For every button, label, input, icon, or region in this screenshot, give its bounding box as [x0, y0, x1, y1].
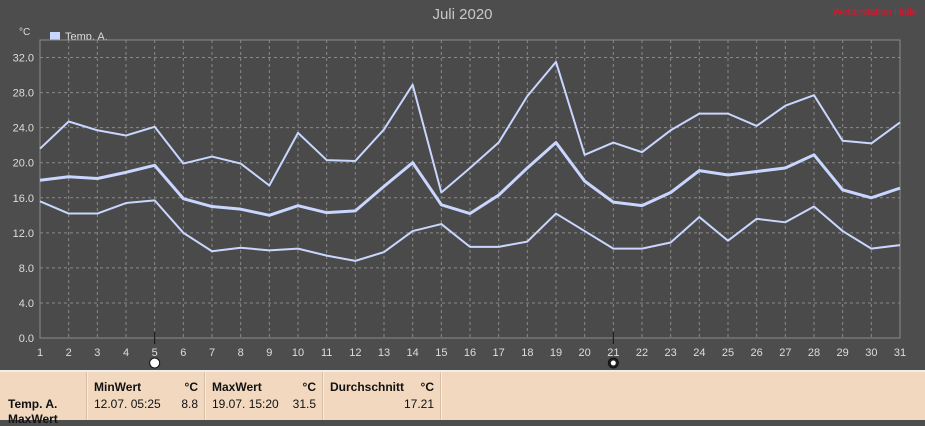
x-tick-label: 19 — [550, 347, 562, 359]
x-tick-label: 20 — [579, 347, 591, 359]
y-tick-label: 20.0 — [13, 158, 34, 170]
x-tick-label: 24 — [693, 347, 705, 359]
stats-min-box: MinWert °C 12.07. 05:25 8.8 — [88, 372, 205, 420]
max-unit: °C — [302, 380, 316, 394]
stats-bar: Temp. A. MaxWert MinWert °C 12.07. 05:25… — [0, 370, 925, 426]
x-tick-label: 21 — [607, 347, 619, 359]
x-tick-label: 13 — [378, 347, 390, 359]
x-tick-label: 28 — [808, 347, 820, 359]
y-tick-label: 8.0 — [19, 263, 34, 275]
x-tick-label: 12 — [349, 347, 361, 359]
chart-area: Juli 2020 Wetterstation Halle °C Temp. A… — [13, 6, 917, 369]
series-line-min — [39, 199, 901, 262]
x-tick-label: 7 — [209, 347, 215, 359]
y-tick-label: 4.0 — [19, 298, 34, 310]
x-tick-label: 2 — [66, 347, 72, 359]
x-tick-label: 9 — [266, 347, 272, 359]
x-tick-label: 10 — [292, 347, 304, 359]
x-tick-label: 14 — [407, 347, 419, 359]
stats-max-box: MaxWert °C 19.07. 15:20 31.5 — [206, 372, 323, 420]
x-tick-label: 11 — [321, 347, 332, 359]
y-tick-label: 24.0 — [13, 123, 34, 135]
y-tick-label: 28.0 — [13, 88, 34, 100]
x-tick-label: 26 — [751, 347, 763, 359]
min-value: 8.8 — [181, 397, 198, 411]
min-header: MinWert — [94, 380, 142, 394]
x-tick-label: 25 — [722, 347, 734, 359]
x-tick-label: 8 — [238, 347, 244, 359]
y-tick-label: 16.0 — [13, 193, 34, 205]
min-datetime: 12.07. 05:25 — [94, 397, 161, 411]
x-tick-label: 31 — [894, 347, 906, 359]
legend-swatch — [50, 32, 60, 42]
stats-empty-area — [442, 372, 925, 420]
x-tick-label: 29 — [837, 347, 849, 359]
x-tick-label: 17 — [493, 347, 505, 359]
series-line-max — [39, 60, 901, 194]
x-tick-label: 16 — [464, 347, 476, 359]
chart-subtitle: Wetterstation Halle — [832, 7, 917, 18]
avg-value: 17.21 — [403, 397, 434, 411]
x-tick-label: 27 — [779, 347, 791, 359]
x-tick-label: 6 — [180, 347, 186, 359]
x-tick-label: 22 — [636, 347, 648, 359]
avg-unit: °C — [420, 380, 434, 394]
x-tick-label: 3 — [94, 347, 100, 359]
avg-header: Durchschnitt — [330, 380, 405, 394]
y-tick-label: 0.0 — [19, 333, 34, 345]
x-tick-label: 23 — [665, 347, 677, 359]
stats-series-name-cut: MaxWert — [8, 412, 58, 426]
y-tick-label: 12.0 — [13, 228, 34, 240]
marker-min-icon — [149, 357, 161, 369]
max-header: MaxWert — [212, 380, 262, 394]
stats-series-box: Temp. A. MaxWert — [0, 372, 87, 426]
x-tick-label: 1 — [37, 347, 43, 359]
x-tick-label: 5 — [152, 347, 158, 359]
chart-title: Juli 2020 — [432, 6, 493, 23]
max-datetime: 19.07. 15:20 — [212, 397, 279, 411]
y-tick-label: 32.0 — [13, 53, 34, 65]
x-tick-label: 18 — [521, 347, 533, 359]
max-value: 31.5 — [292, 397, 316, 411]
min-unit: °C — [184, 380, 198, 394]
marker-max-inner-icon — [610, 360, 616, 366]
chart-svg: 0.04.08.012.016.020.024.028.032.01 2 3 4 5 6 7… — [13, 39, 906, 369]
stats-avg-box: Durchschnitt °C 17.21 — [324, 372, 441, 420]
y-unit-label: °C — [19, 27, 31, 38]
stats-series-name: Temp. A. — [8, 397, 58, 411]
x-tick-label: 4 — [123, 347, 129, 359]
x-tick-label: 30 — [865, 347, 877, 359]
x-tick-label: 15 — [435, 347, 447, 359]
series-line-avg — [39, 141, 901, 217]
